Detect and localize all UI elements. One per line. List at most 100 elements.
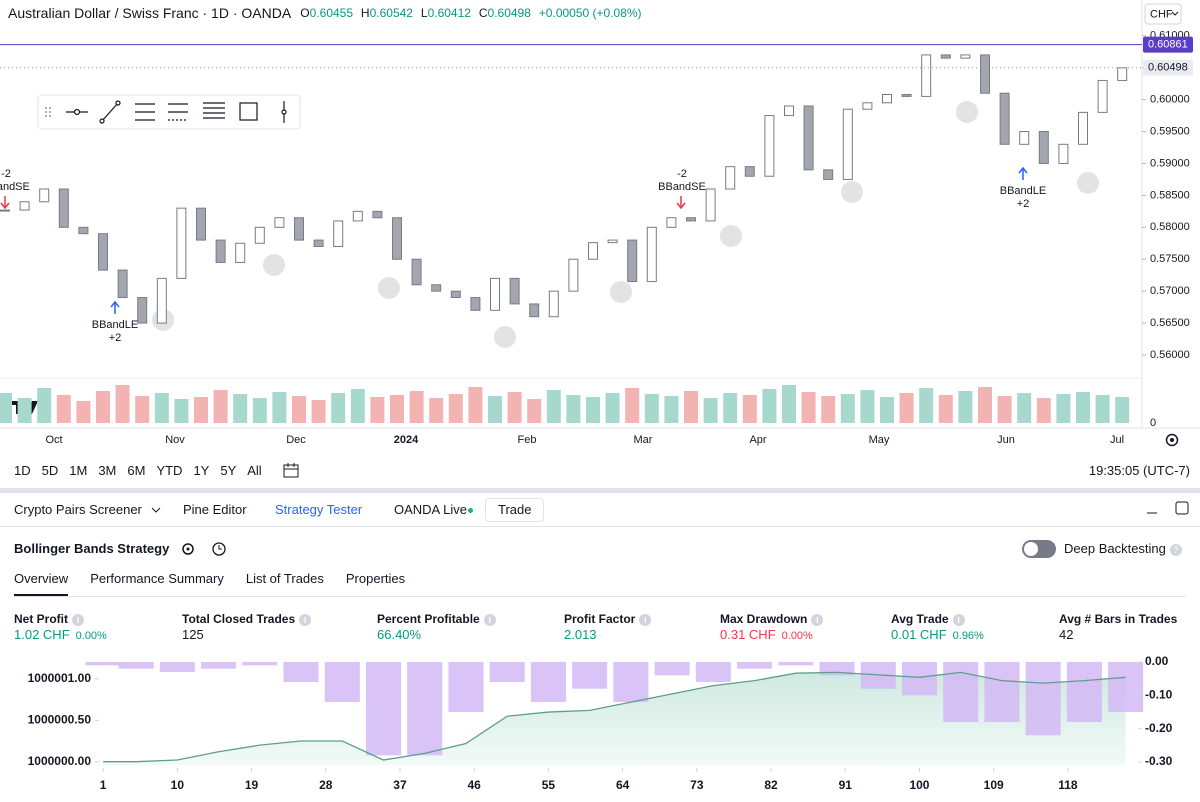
volume-bar (586, 397, 600, 423)
candle (274, 217, 285, 228)
candle (666, 217, 677, 228)
range-button[interactable]: 1D (14, 463, 31, 478)
currency-box[interactable] (1144, 3, 1182, 25)
candle (980, 54, 990, 94)
range-button[interactable]: YTD (156, 463, 183, 478)
volume-bar (742, 395, 757, 423)
volume-bar (664, 396, 679, 423)
help[interactable]: i (72, 613, 84, 626)
volume-bar (1076, 392, 1090, 423)
strategy-icons[interactable] (178, 539, 228, 559)
x-tick-label: 73 (690, 778, 704, 792)
candle (842, 108, 853, 180)
x-tick-label: May (869, 434, 890, 446)
signal-arrow (110, 300, 120, 314)
tab[interactable]: OANDA Live (394, 502, 467, 517)
calendar-icon[interactable] (282, 461, 302, 481)
trade-button[interactable]: Trade (485, 498, 545, 522)
volume-bar (174, 399, 189, 423)
help[interactable]: i (299, 613, 312, 626)
candle (1038, 131, 1049, 164)
candle (509, 277, 520, 305)
candle (764, 115, 775, 177)
drawdown-bar (201, 662, 237, 669)
bg-circle (841, 181, 863, 203)
volume-bar (350, 389, 365, 423)
candle (921, 54, 932, 97)
x-tick-label: Oct (45, 434, 62, 446)
subtab[interactable]: Performance Summary (90, 571, 224, 586)
settings-icon[interactable] (1165, 433, 1179, 447)
signal-arrow (0, 196, 10, 210)
signal-label: BBandLE (92, 319, 138, 331)
ohlc-value: 0.60455 (310, 6, 354, 20)
candle (431, 284, 442, 292)
tool-icons[interactable] (66, 100, 287, 124)
ohlc-key: C (479, 6, 488, 20)
range-button[interactable]: 1M (69, 463, 88, 478)
subtab-active[interactable]: Overview (14, 571, 69, 597)
range-button[interactable]: 6M (127, 463, 146, 478)
help[interactable]: i (483, 613, 496, 626)
help[interactable]: ? (1169, 543, 1182, 556)
y-tick-label: 1000000.50 (28, 713, 92, 727)
price-chart: CHF Australian Dollar / Swiss Franc · 1D… (0, 0, 1200, 455)
x-tick-label: 2024 (394, 434, 419, 446)
y-tick-label: 0.56000 (1150, 349, 1190, 361)
metric-label: Profit Factor i (564, 611, 652, 627)
y2-tick-label: -0.10 (1145, 688, 1173, 702)
drawdown-bar (530, 662, 566, 702)
bg-circle (378, 277, 400, 299)
metric-label: Net Profit i (14, 611, 107, 627)
subtab[interactable]: Properties (345, 571, 406, 586)
volume-bar (56, 395, 71, 423)
price-axis-bg (1142, 0, 1200, 455)
tab-active[interactable]: Strategy Tester (275, 502, 363, 517)
range-button[interactable]: 5D (41, 463, 59, 478)
range-button[interactable]: 3M (98, 463, 117, 478)
x-tick-label: Nov (165, 434, 185, 446)
toggle[interactable] (1022, 540, 1056, 558)
candle (117, 269, 128, 299)
volume-bar (840, 394, 855, 423)
candle (196, 207, 206, 241)
x-tick-label: 109 (984, 778, 1004, 792)
volume-bar (566, 395, 581, 423)
subtab[interactable]: List of Trades (245, 571, 324, 586)
subtabs: Overview Performance Summary List of Tra… (14, 571, 405, 597)
price-badge (1143, 59, 1193, 76)
range-button[interactable]: 5Y (220, 463, 237, 478)
metric-label-text: Percent Profitable (377, 612, 480, 626)
x-tick-label: Jun (997, 434, 1015, 446)
change: +0.00050 (+0.08%) (539, 6, 642, 20)
tab[interactable]: Crypto Pairs Screener (14, 502, 142, 517)
x-tick-label: 46 (468, 778, 482, 792)
bg-circle (956, 101, 978, 123)
help[interactable]: i (639, 613, 652, 626)
panel-controls[interactable] (1142, 499, 1192, 519)
help[interactable]: i (811, 613, 824, 626)
range-button[interactable]: 1Y (193, 463, 210, 478)
volume-bar (1036, 398, 1051, 423)
signal-label: BBandLE (1000, 185, 1046, 197)
metric-value: 125 (182, 627, 204, 642)
y2-tick-label: -0.20 (1145, 721, 1173, 735)
volume-bar (1056, 394, 1071, 423)
candle (705, 188, 716, 222)
x-tick-label: 1 (100, 778, 107, 792)
x-tick-label: 91 (839, 778, 853, 792)
candle (372, 210, 383, 219)
tab[interactable]: Pine Editor (183, 502, 247, 517)
help[interactable]: i (952, 613, 965, 626)
x-tick-label: Mar (634, 434, 653, 446)
equity-area (103, 672, 1126, 765)
x-tick-label: Jul (1110, 434, 1124, 446)
metric-label: Total Closed Trades i (182, 611, 312, 627)
x-tick-label: 19 (245, 778, 259, 792)
ohlc-key: L (421, 6, 428, 20)
range-button[interactable]: All (247, 463, 262, 478)
candle (803, 105, 814, 171)
candle (882, 94, 892, 104)
equity-line (103, 671, 1126, 763)
drawdown-bar (283, 662, 319, 682)
